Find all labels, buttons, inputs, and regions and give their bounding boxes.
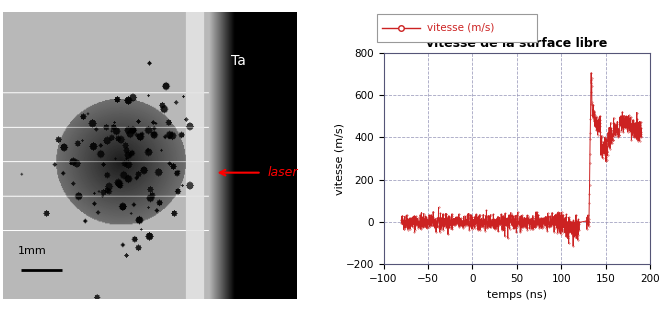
FancyBboxPatch shape [377,14,537,42]
Title: vitesse de la surface libre: vitesse de la surface libre [426,37,608,50]
X-axis label: temps (ns): temps (ns) [487,290,547,299]
Y-axis label: vitesse (m/s): vitesse (m/s) [334,123,344,195]
Text: vitesse (m/s): vitesse (m/s) [427,23,494,33]
Text: laser: laser [267,166,298,179]
Text: Ta: Ta [231,54,245,68]
Text: 1mm: 1mm [18,246,47,256]
